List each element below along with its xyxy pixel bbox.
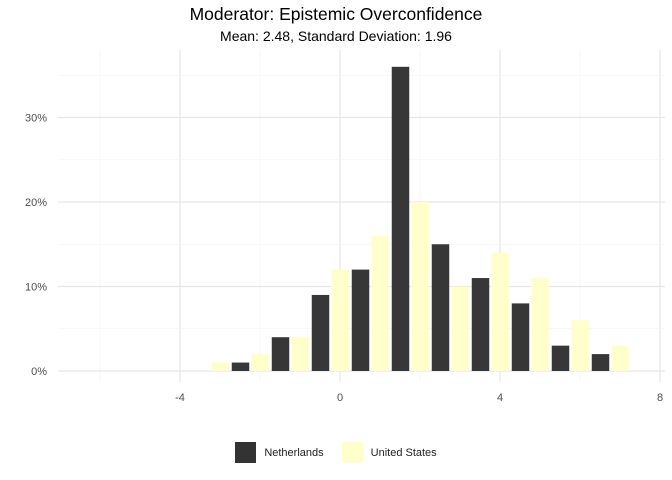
bar-netherlands (591, 354, 610, 371)
bar-netherlands (391, 66, 410, 372)
legend-item-united-states: United States (341, 442, 437, 463)
bar-united-states (251, 354, 269, 371)
bar-united-states (291, 337, 309, 371)
bar-united-states (611, 345, 629, 371)
axis-labels: -4 0 4 8 0% 10% 20% 30% (25, 113, 663, 405)
chart-title: Moderator: Epistemic Overconfidence (189, 4, 483, 24)
bar-united-states (451, 286, 469, 371)
y-tick-label: 30% (25, 113, 47, 125)
bar-netherlands (311, 294, 330, 371)
legend-key-united-states (341, 442, 363, 463)
y-tick-label: 0% (31, 366, 47, 378)
y-tick-label: 20% (25, 197, 47, 209)
y-tick-label: 10% (25, 282, 47, 294)
bar-united-states (531, 278, 549, 371)
bar-united-states (331, 269, 349, 371)
x-tick-label: -4 (175, 392, 185, 404)
bar-netherlands (271, 337, 290, 371)
bar-united-states (571, 320, 589, 371)
x-tick-label: 4 (497, 392, 503, 404)
bar-netherlands (431, 244, 450, 371)
bar-united-states (211, 362, 229, 371)
bar-united-states (411, 202, 429, 371)
bar-netherlands (231, 362, 250, 371)
legend-label-united-states: United States (370, 446, 437, 459)
legend: Netherlands United States (0, 442, 672, 463)
bar-united-states (371, 235, 389, 371)
bar-netherlands (351, 269, 370, 371)
bar-netherlands (551, 345, 570, 371)
legend-item-netherlands: Netherlands (235, 442, 324, 463)
bar-united-states (491, 252, 509, 371)
legend-key-netherlands (235, 442, 257, 463)
x-tick-label: 0 (337, 392, 343, 404)
bar-netherlands (471, 278, 490, 371)
legend-label-netherlands: Netherlands (264, 446, 324, 459)
bar-netherlands (511, 303, 530, 371)
bars (211, 66, 629, 372)
chart-subtitle: Mean: 2.48, Standard Deviation: 1.96 (220, 28, 452, 44)
x-tick-label: 8 (657, 392, 663, 404)
